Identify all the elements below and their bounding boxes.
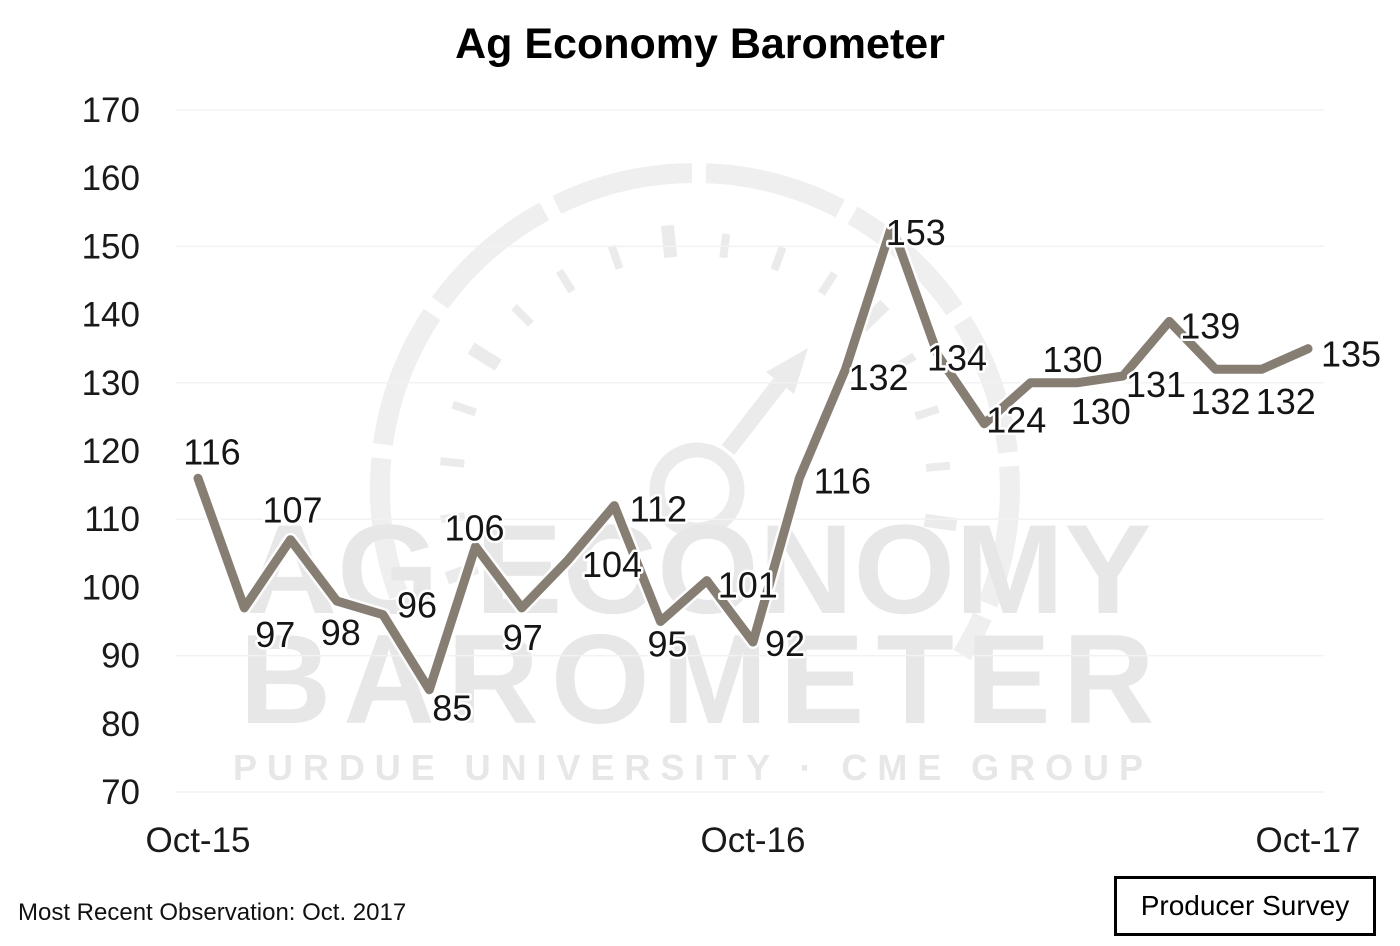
data-label: 153 — [886, 212, 946, 253]
data-label: 131 — [1126, 364, 1186, 405]
data-label: 95 — [647, 624, 687, 665]
gauge-tick — [555, 268, 576, 294]
y-tick-label: 80 — [101, 705, 140, 744]
gauge-tick — [451, 400, 477, 417]
y-tick-label: 160 — [82, 159, 140, 198]
data-label: 132 — [1256, 381, 1316, 422]
gauge-tick — [660, 224, 678, 258]
data-label: 97 — [503, 617, 543, 658]
data-label: 130 — [1071, 391, 1131, 432]
series-group — [191, 218, 1315, 697]
gauge-ring — [369, 163, 1020, 661]
gauge-watermark-icon — [369, 163, 1020, 661]
watermark: AG ECONOMY BAROMETER PURDUE UNIVERSITY ·… — [233, 498, 1155, 788]
y-tick-label: 110 — [84, 500, 140, 539]
data-label: 139 — [1180, 305, 1240, 346]
gauge-tick — [914, 405, 940, 421]
producer-survey-label: Producer Survey — [1140, 890, 1350, 921]
gauge-tick — [607, 244, 624, 270]
y-tick-label: 120 — [82, 432, 140, 471]
data-label: 132 — [848, 357, 908, 398]
y-tick-label: 100 — [82, 568, 140, 607]
gauge-tick — [818, 271, 838, 296]
data-label: 116 — [183, 431, 240, 472]
x-axis-labels: Oct-15 Oct-16 Oct-17 — [145, 821, 1360, 860]
gauge-tick — [891, 352, 917, 372]
data-label: 97 — [255, 614, 295, 655]
gauge-tick — [467, 342, 502, 371]
x-tick-label: Oct-16 — [700, 821, 805, 860]
series-line — [193, 221, 1313, 695]
data-label: 134 — [927, 338, 987, 379]
x-tick-label: Oct-15 — [145, 821, 250, 860]
data-label: 130 — [1042, 339, 1102, 380]
watermark-line2: BAROMETER — [240, 608, 1155, 750]
data-label: 132 — [1190, 381, 1250, 422]
data-label: 112 — [630, 489, 687, 530]
data-label: 101 — [718, 565, 778, 606]
gauge-tick — [770, 246, 787, 272]
data-label: 116 — [814, 460, 871, 501]
gauge-needle — [721, 378, 787, 455]
page-title: Ag Economy Barometer — [455, 20, 945, 68]
gauge-tick — [511, 304, 534, 327]
y-tick-label: 140 — [82, 296, 140, 335]
data-label: 92 — [765, 623, 805, 664]
y-tick-label: 170 — [82, 91, 140, 130]
watermark-line3: PURDUE UNIVERSITY · CME GROUP — [233, 747, 1143, 788]
gauge-tick — [439, 457, 465, 468]
gauge-tick — [925, 461, 951, 472]
x-tick-label: Oct-17 — [1255, 821, 1360, 860]
data-labels: 116 97 107 98 96 85 106 97 104 112 95 101 92 116 132 15… — [181, 209, 1384, 731]
data-label: 98 — [321, 612, 361, 653]
watermark-line1: AG ECONOMY — [243, 498, 1152, 640]
data-label: 104 — [582, 544, 642, 585]
y-tick-label: 70 — [101, 773, 140, 812]
data-label: 124 — [986, 400, 1046, 441]
gridlines — [176, 109, 1324, 793]
y-tick-label: 90 — [101, 637, 140, 676]
data-label: 107 — [262, 490, 322, 531]
most-recent-observation-note: Most Recent Observation: Oct. 2017 — [18, 899, 407, 926]
gauge-hub — [649, 442, 745, 538]
y-axis-labels: 170 160 150 140 130 120 110 100 90 80 70 — [82, 91, 140, 812]
data-label: 106 — [444, 508, 504, 549]
y-tick-label: 150 — [82, 227, 140, 266]
data-label: 135 — [1321, 334, 1381, 375]
gauge-tick — [923, 513, 958, 532]
producer-survey-badge: Producer Survey — [1114, 876, 1376, 936]
data-label: 85 — [432, 688, 472, 729]
y-tick-label: 130 — [82, 364, 140, 403]
data-label: 96 — [397, 585, 437, 626]
